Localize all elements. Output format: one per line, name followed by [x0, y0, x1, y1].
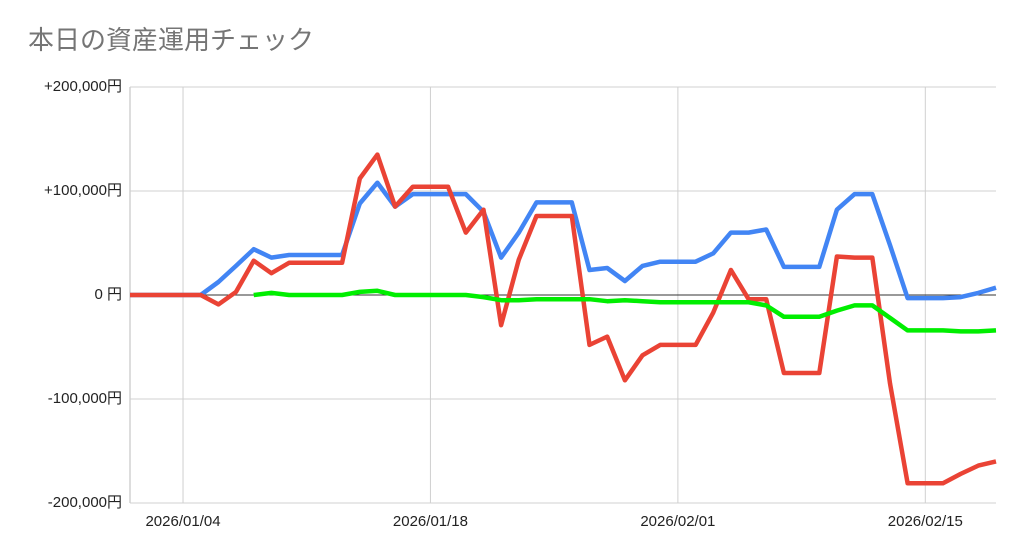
series-line: [130, 152, 997, 486]
y-tick-label: -200,000円: [48, 494, 122, 511]
x-tick-label: 2026/02/15: [888, 513, 963, 530]
y-tick-label: +200,000円: [44, 78, 122, 95]
x-tick-label: 2026/02/01: [640, 513, 715, 530]
y-tick-label: -100,000円: [48, 390, 122, 407]
x-tick-label: 2026/01/18: [393, 513, 468, 530]
y-tick-label: +100,000円: [44, 182, 122, 199]
x-tick-label: 2026/01/04: [145, 513, 220, 530]
chart-title: 本日の資産運用チェック: [28, 25, 314, 55]
y-tick-label: 0 円: [94, 286, 122, 303]
series-line: [253, 288, 997, 334]
series-line: [130, 180, 997, 301]
